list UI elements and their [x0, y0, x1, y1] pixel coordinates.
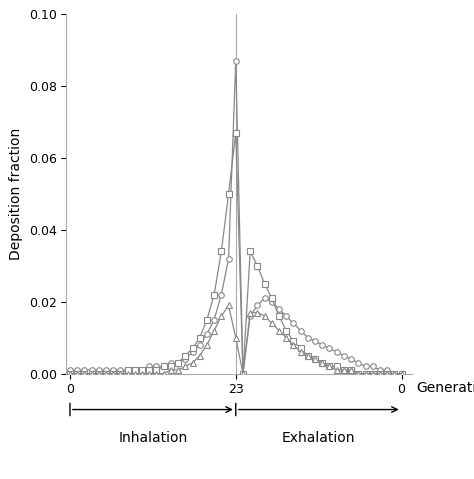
Y-axis label: Deposition fraction: Deposition fraction — [9, 128, 23, 260]
Text: Generation: Generation — [416, 381, 474, 395]
Text: Exhalation: Exhalation — [282, 431, 356, 445]
Text: Inhalation: Inhalation — [118, 431, 188, 445]
